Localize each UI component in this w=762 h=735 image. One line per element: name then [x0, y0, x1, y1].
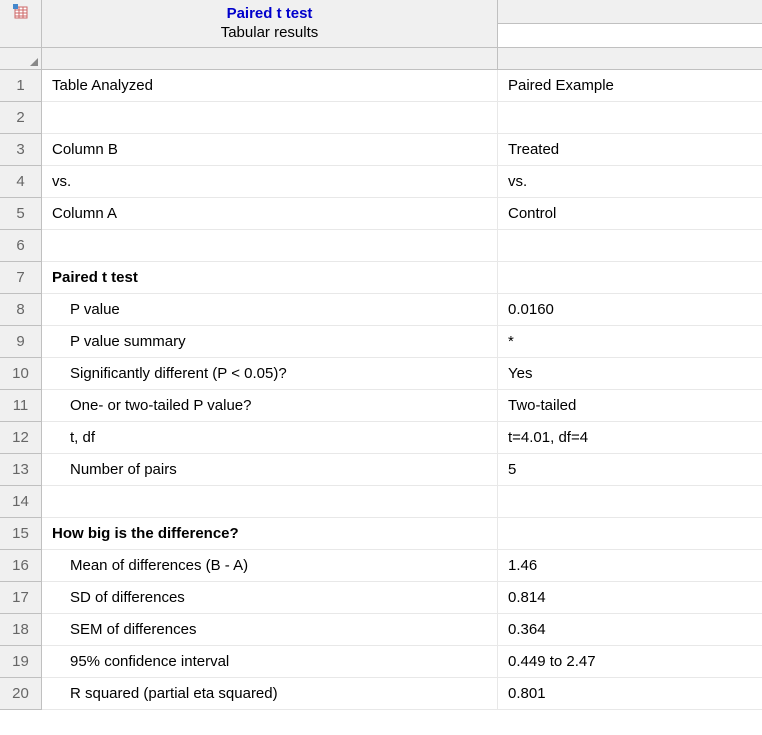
table-row: 11One- or two-tailed P value?Two-tailed — [0, 390, 762, 422]
table-row: 14 — [0, 486, 762, 518]
row-value[interactable]: Treated — [498, 134, 762, 165]
row-label[interactable]: P value — [42, 294, 498, 325]
header-right-cell — [498, 0, 762, 47]
header-right-top[interactable] — [498, 0, 762, 24]
row-value[interactable]: Control — [498, 198, 762, 229]
results-table-icon — [13, 4, 29, 20]
header-icon-cell — [0, 0, 42, 47]
table-row: 17SD of differences0.814 — [0, 582, 762, 614]
row-number[interactable]: 7 — [0, 262, 42, 294]
row-value[interactable] — [498, 102, 762, 133]
table-row: 9P value summary* — [0, 326, 762, 358]
row-value[interactable] — [498, 486, 762, 517]
row-number[interactable]: 12 — [0, 422, 42, 454]
table-row: 5Column AControl — [0, 198, 762, 230]
row-value[interactable] — [498, 230, 762, 261]
select-all-corner[interactable] — [0, 48, 42, 69]
row-value[interactable]: Paired Example — [498, 70, 762, 101]
table-row: 8P value0.0160 — [0, 294, 762, 326]
header-subtitle: Tabular results — [42, 24, 497, 41]
row-value[interactable]: 0.364 — [498, 614, 762, 645]
row-number[interactable]: 20 — [0, 678, 42, 710]
row-label[interactable]: Number of pairs — [42, 454, 498, 485]
row-value[interactable]: vs. — [498, 166, 762, 197]
table-row: 12t, dft=4.01, df=4 — [0, 422, 762, 454]
row-label[interactable]: Table Analyzed — [42, 70, 498, 101]
row-number[interactable]: 6 — [0, 230, 42, 262]
header-right-bottom[interactable] — [498, 24, 762, 47]
column-header-value[interactable] — [498, 48, 762, 69]
header-title-cell[interactable]: Paired t test Tabular results — [42, 0, 498, 47]
row-number[interactable]: 15 — [0, 518, 42, 550]
table-row: 7Paired t test — [0, 262, 762, 294]
row-value[interactable]: 5 — [498, 454, 762, 485]
row-label[interactable]: 95% confidence interval — [42, 646, 498, 677]
table-row: 3Column BTreated — [0, 134, 762, 166]
row-number[interactable]: 2 — [0, 102, 42, 134]
table-row: 1995% confidence interval0.449 to 2.47 — [0, 646, 762, 678]
row-label[interactable]: Significantly different (P < 0.05)? — [42, 358, 498, 389]
results-table-body: 1Table AnalyzedPaired Example23Column BT… — [0, 70, 762, 710]
row-label[interactable]: vs. — [42, 166, 498, 197]
row-number[interactable]: 5 — [0, 198, 42, 230]
row-label[interactable]: t, df — [42, 422, 498, 453]
row-number[interactable]: 14 — [0, 486, 42, 518]
row-label[interactable]: SD of differences — [42, 582, 498, 613]
row-number[interactable]: 1 — [0, 70, 42, 102]
row-label[interactable]: Column B — [42, 134, 498, 165]
table-row: 15How big is the difference? — [0, 518, 762, 550]
row-label[interactable] — [42, 486, 498, 517]
row-value[interactable]: 1.46 — [498, 550, 762, 581]
header-row: Paired t test Tabular results — [0, 0, 762, 48]
row-label[interactable]: How big is the difference? — [42, 518, 498, 549]
row-value[interactable]: 0.801 — [498, 678, 762, 709]
table-row: 13Number of pairs5 — [0, 454, 762, 486]
row-number[interactable]: 17 — [0, 582, 42, 614]
subheader-row — [0, 48, 762, 70]
row-value[interactable]: t=4.01, df=4 — [498, 422, 762, 453]
row-number[interactable]: 9 — [0, 326, 42, 358]
row-label[interactable]: Column A — [42, 198, 498, 229]
row-number[interactable]: 13 — [0, 454, 42, 486]
row-label[interactable]: SEM of differences — [42, 614, 498, 645]
row-number[interactable]: 10 — [0, 358, 42, 390]
row-number[interactable]: 18 — [0, 614, 42, 646]
row-label[interactable] — [42, 102, 498, 133]
table-row: 16Mean of differences (B - A)1.46 — [0, 550, 762, 582]
row-value[interactable]: Yes — [498, 358, 762, 389]
row-value[interactable] — [498, 262, 762, 293]
row-number[interactable]: 19 — [0, 646, 42, 678]
column-header-label[interactable] — [42, 48, 498, 69]
row-number[interactable]: 3 — [0, 134, 42, 166]
row-value[interactable]: 0.814 — [498, 582, 762, 613]
table-row: 2 — [0, 102, 762, 134]
table-row: 20R squared (partial eta squared)0.801 — [0, 678, 762, 710]
row-label[interactable]: R squared (partial eta squared) — [42, 678, 498, 709]
row-label[interactable]: Paired t test — [42, 262, 498, 293]
table-row: 4vs.vs. — [0, 166, 762, 198]
row-value[interactable]: 0.0160 — [498, 294, 762, 325]
row-label[interactable]: One- or two-tailed P value? — [42, 390, 498, 421]
row-label[interactable] — [42, 230, 498, 261]
row-number[interactable]: 16 — [0, 550, 42, 582]
row-number[interactable]: 11 — [0, 390, 42, 422]
table-row: 6 — [0, 230, 762, 262]
table-row: 10Significantly different (P < 0.05)?Yes — [0, 358, 762, 390]
row-number[interactable]: 4 — [0, 166, 42, 198]
row-label[interactable]: Mean of differences (B - A) — [42, 550, 498, 581]
row-number[interactable]: 8 — [0, 294, 42, 326]
table-row: 18SEM of differences0.364 — [0, 614, 762, 646]
row-value[interactable]: * — [498, 326, 762, 357]
row-value[interactable] — [498, 518, 762, 549]
row-value[interactable]: Two-tailed — [498, 390, 762, 421]
table-row: 1Table AnalyzedPaired Example — [0, 70, 762, 102]
row-value[interactable]: 0.449 to 2.47 — [498, 646, 762, 677]
header-title: Paired t test — [42, 5, 497, 22]
row-label[interactable]: P value summary — [42, 326, 498, 357]
